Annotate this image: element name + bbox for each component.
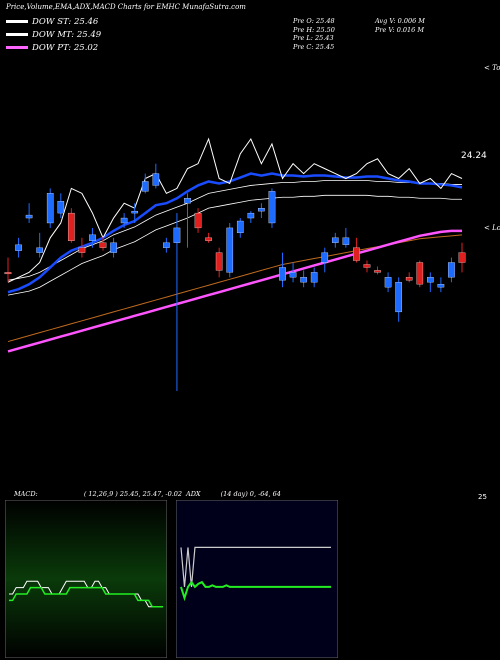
candle-body [46,193,54,224]
candle-body [331,237,339,243]
candle-body [99,242,107,248]
candle-body [448,262,455,278]
candle-body [268,191,276,224]
adx-series-1 [180,580,331,602]
pre-low: Pre L: 25.43 [293,34,334,42]
legend-label-mt: DOW MT: 25.49 [32,30,102,40]
candle-body [205,237,212,241]
adx-lines [180,546,331,602]
legend-swatch-mt [6,33,28,36]
volume-block: Avg V: 0.006 M Pre V: 0.016 M [375,17,425,34]
macd-values: ( 12,26,9 ) 25.45, 25.47, -0.02 [83,490,183,498]
adx-background [176,500,338,658]
pre-volume: Pre V: 0.016 M [375,25,425,34]
candle-body [310,272,318,283]
ema-pt-line [7,229,462,353]
candle-body [384,277,392,288]
adx-panel [176,500,338,658]
legend-swatch-st [6,20,28,23]
tops-label: < Tops [484,64,500,72]
lows-label: < Lows [484,224,500,232]
avg-volume: Avg V: 0.006 M [375,17,425,25]
macd-background [5,500,167,658]
candle-body [300,277,307,283]
candle-body [110,242,117,253]
candle-body [321,252,329,263]
candle-body [458,252,466,263]
ema-st-line [7,172,463,294]
ema-lines [7,137,463,353]
candle-body [120,217,128,224]
legend-label-pt: DOW PT: 25.02 [32,43,99,53]
candle-body [89,234,96,241]
candle-body [36,247,43,253]
candle-body [353,247,360,261]
legend-dow-mt: DOW MT: 25.49 [6,30,101,40]
candle-body [4,272,12,275]
candle-body [194,212,202,229]
candle-body [236,220,244,234]
macd-label: MACD: [14,490,38,498]
price-chart: < Tops < Lows 24.24 [4,64,500,391]
candle-body [427,277,434,283]
legend-swatch-pt [6,46,28,49]
candle-body [15,244,22,251]
legend-label-st: DOW ST: 25.46 [32,17,99,27]
adx-values: (14 day) 0, -64, 64 [220,490,281,498]
adx-label: ADX [186,490,201,498]
candle-body [131,210,139,214]
candle-body [363,264,371,268]
macd-lines [9,580,163,608]
candle-body [215,252,223,271]
candle-body [173,227,181,243]
legend-dow-st: DOW ST: 25.46 [6,17,98,27]
macd-series-0 [9,580,163,608]
macd-caption: MACD: ( 12,26,9 ) 25.45, 25.47, -0.02 [14,490,182,498]
candle-body [78,247,86,253]
candle-body [247,212,255,219]
pre-high: Pre H: 25.50 [293,25,335,34]
candle-body [342,237,350,245]
candle-body [395,282,402,313]
candle-body [163,242,170,248]
candle-body [405,277,413,281]
candle-body [289,272,297,278]
candles [4,163,466,391]
candle-body [416,262,424,285]
macd-series-1 [9,586,163,608]
candle-body [57,201,65,214]
candle-body [152,173,160,186]
pre-open: Pre O: 25.48 [293,17,335,25]
candle-body [226,227,234,273]
quote-block: Pre O: 25.48 Pre H: 25.50 Pre L: 25.43 P… [293,17,335,51]
ema-mt-line [7,180,462,281]
candle-body [68,212,75,241]
candle-body [437,284,445,288]
candle-body [25,214,33,219]
candle-body [141,181,149,192]
adx-series-0 [180,546,331,587]
chart-title: Price,Volume,EMA,ADX,MACD Charts for EMH… [6,3,246,11]
macd-right-value: 25 [478,493,487,501]
legend-dow-pt: DOW PT: 25.02 [6,43,98,53]
high-line [7,137,463,283]
candle-body [258,208,265,212]
candle-body [279,267,286,281]
candle-body [374,270,381,273]
last-price-label: 24.24 [461,151,487,161]
ema-mt-outer-line [7,194,462,296]
adx-caption: ADX (14 day) 0, -64, 64 [186,490,281,498]
macd-panel [5,500,167,658]
candle-body [184,198,191,204]
pre-close: Pre C: 25.45 [293,42,335,51]
